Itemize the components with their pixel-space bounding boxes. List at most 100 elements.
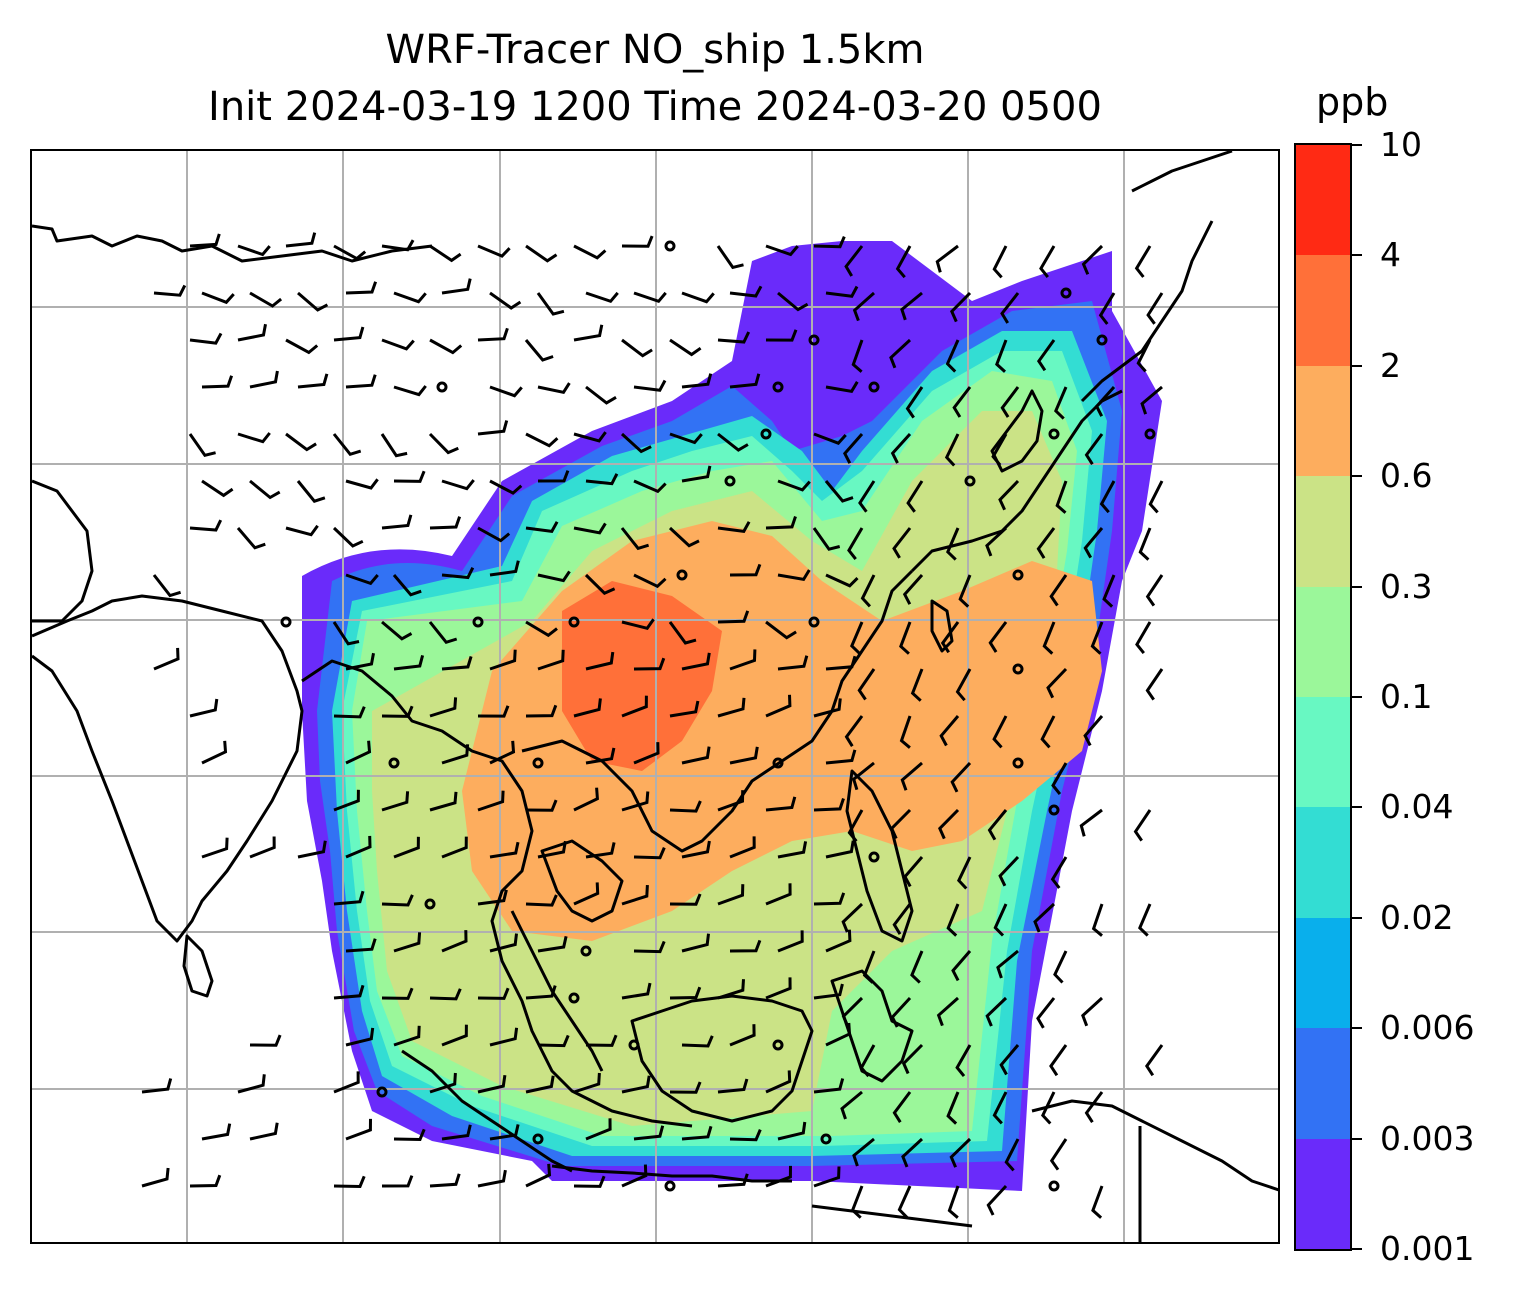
colorbar-tick (1352, 475, 1362, 478)
wind-barb (381, 620, 413, 641)
calm-wind-marker (1012, 569, 1024, 581)
wind-barb (950, 291, 972, 323)
wind-barb (429, 244, 462, 263)
wind-barb (537, 840, 567, 859)
colorbar-segment (1296, 586, 1350, 697)
wind-barb (333, 890, 365, 906)
wind-barb (489, 385, 523, 398)
wind-barb (141, 1078, 173, 1094)
wind-barb (946, 527, 960, 561)
calm-wind-marker (868, 851, 880, 863)
wind-barb (573, 1072, 601, 1094)
wind-barb (489, 649, 517, 671)
wind-barb (813, 798, 845, 812)
wind-barb (669, 1081, 702, 1094)
colorbar-tick (1352, 1248, 1362, 1250)
wind-barb (201, 837, 229, 859)
coastline-malay (510, 910, 604, 1072)
calm-wind-marker (808, 616, 820, 628)
wind-barb (938, 808, 960, 840)
wind-barb (1036, 997, 1056, 1029)
wind-barb (585, 473, 619, 486)
wind-barb (717, 979, 745, 1000)
wind-barb (1055, 480, 1068, 514)
wind-barb (585, 1118, 612, 1141)
wind-barb (668, 526, 700, 548)
calm-wind-marker (1144, 428, 1156, 440)
wind-barb (297, 840, 327, 859)
calm-wind-marker (772, 757, 784, 769)
wind-barb (332, 433, 362, 457)
calm-wind-marker (808, 334, 820, 346)
wind-barb (249, 1034, 282, 1047)
coastline-java (551, 1164, 792, 1183)
wind-barb (393, 291, 427, 304)
wind-barb (1050, 856, 1068, 889)
colorbar-unit: ppb (1316, 80, 1389, 124)
wind-barb (841, 996, 864, 1027)
coastline-bay-bengal (301, 659, 693, 1128)
wind-barb (381, 705, 414, 718)
wind-barb (857, 668, 876, 701)
colorbar-segment (1296, 807, 1350, 918)
wind-barb (940, 621, 960, 654)
wind-barb (890, 996, 912, 1028)
wind-barb (333, 789, 360, 812)
wind-barb (765, 694, 792, 718)
calm-wind-marker (628, 1039, 640, 1051)
wind-barb (901, 1137, 924, 1168)
wind-barb (852, 291, 875, 322)
wind-barb (858, 480, 876, 513)
calm-wind-marker (868, 381, 880, 393)
coastline-gulf-thailand (540, 839, 624, 923)
wind-barb (1136, 339, 1152, 373)
wind-barb (296, 480, 326, 503)
wind-barb (813, 432, 847, 445)
wind-barb (985, 526, 1008, 557)
wind-barb (1081, 996, 1104, 1027)
wind-barb (892, 1091, 912, 1123)
calm-wind-marker (772, 381, 784, 393)
wind-barb (633, 1125, 665, 1141)
wind-barb (489, 560, 520, 577)
wind-barb (995, 339, 1008, 373)
wind-barb (1090, 621, 1104, 655)
calm-wind-marker (280, 616, 292, 628)
wind-barb (765, 620, 797, 640)
wind-barb (992, 245, 1008, 279)
wind-barb (537, 649, 565, 671)
field-band-redorange (562, 581, 722, 771)
wind-barbs (141, 232, 1164, 1219)
colorbar-tick (1352, 916, 1362, 919)
colorbar-segment (1296, 145, 1350, 256)
wind-barb (998, 479, 1020, 511)
calm-wind-marker (1012, 663, 1024, 675)
wind-barb (381, 514, 413, 530)
wind-barb (573, 787, 599, 812)
wind-barb (345, 573, 379, 586)
wind-barb (1138, 903, 1152, 937)
wind-barb (681, 840, 711, 859)
map-panel[interactable] (30, 149, 1280, 1244)
wind-barb (477, 705, 510, 718)
wind-barb (345, 374, 377, 389)
wind-barb (393, 470, 426, 483)
wind-barb (477, 327, 509, 342)
wind-barb (285, 232, 317, 248)
wind-barb (716, 245, 744, 270)
wind-barb (441, 930, 468, 953)
wind-barb (777, 569, 811, 582)
wind-barb (910, 668, 924, 702)
coastline-nusa-tenggara (811, 1204, 973, 1228)
colorbar-tick-label: 2 (1380, 345, 1401, 385)
wind-barb (905, 386, 924, 419)
wind-barb (765, 977, 792, 1000)
calm-wind-marker (1096, 334, 1108, 346)
wind-barb (717, 790, 745, 812)
wind-barb (851, 339, 864, 373)
wind-barb (717, 1173, 749, 1188)
wind-barb (777, 930, 804, 953)
wind-barb (441, 567, 475, 580)
wind-barb (285, 338, 319, 355)
wind-barb (381, 987, 414, 1000)
